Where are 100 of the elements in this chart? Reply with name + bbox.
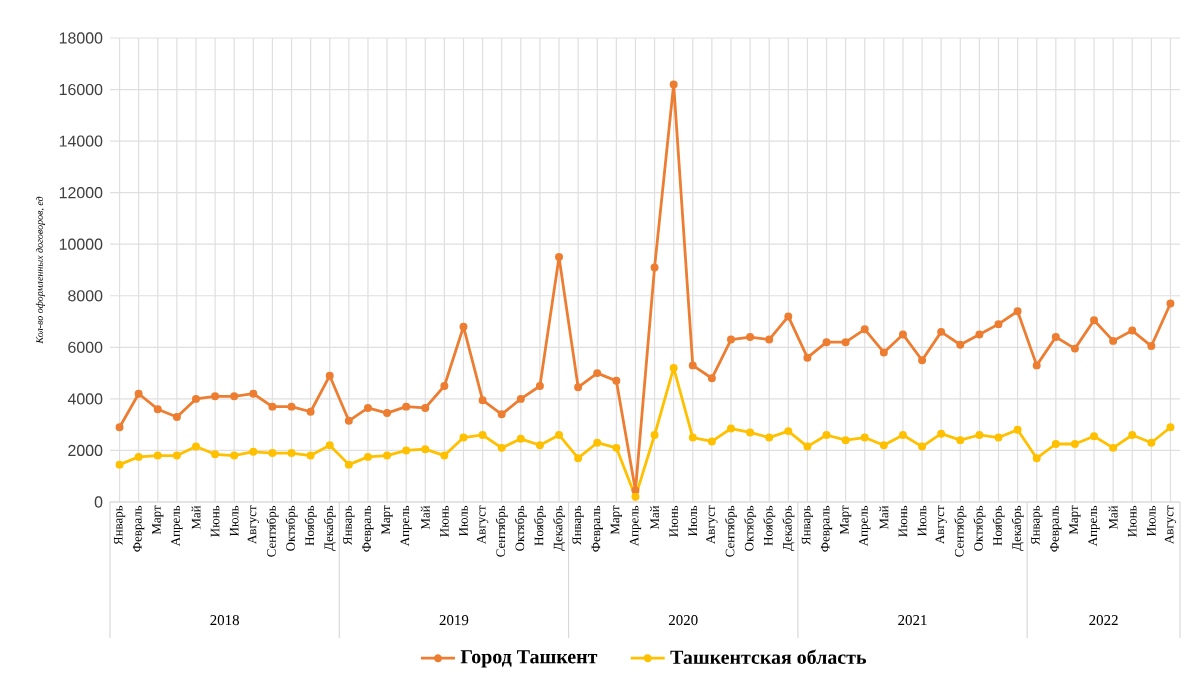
point (134, 452, 143, 461)
point (478, 430, 487, 439)
point (115, 423, 124, 432)
point (707, 374, 716, 383)
point (631, 492, 640, 501)
point (937, 327, 946, 336)
point (956, 340, 965, 349)
point (841, 436, 850, 445)
point (211, 392, 220, 401)
point (1013, 307, 1022, 316)
point (994, 433, 1003, 442)
point (765, 335, 774, 344)
point (1128, 430, 1137, 439)
point (134, 389, 143, 398)
point (230, 451, 239, 460)
point (1032, 454, 1041, 463)
point (898, 330, 907, 339)
point (593, 369, 602, 378)
point (344, 416, 353, 425)
point (306, 407, 315, 416)
point (344, 460, 353, 469)
point (898, 430, 907, 439)
point (516, 434, 525, 443)
point (784, 427, 793, 436)
point (1013, 425, 1022, 434)
point (268, 449, 277, 458)
point (459, 322, 468, 331)
point (669, 80, 678, 89)
point (325, 441, 334, 450)
point (937, 429, 946, 438)
point (688, 361, 697, 370)
point (860, 325, 869, 334)
point (879, 441, 888, 450)
point (593, 438, 602, 447)
point (153, 405, 162, 414)
point (172, 412, 181, 421)
point (975, 430, 984, 439)
point (249, 447, 258, 456)
point (325, 371, 334, 380)
point (707, 437, 716, 446)
point (287, 449, 296, 458)
point (402, 402, 411, 411)
point (421, 445, 430, 454)
point (516, 394, 525, 403)
point (478, 396, 487, 405)
point (287, 402, 296, 411)
point (918, 442, 927, 451)
point (421, 403, 430, 412)
point (727, 424, 735, 433)
point (1166, 423, 1175, 432)
point (841, 338, 850, 347)
point (822, 338, 831, 347)
point (402, 446, 411, 455)
legend-label: Ташкентская область (670, 649, 867, 665)
point (1051, 440, 1060, 448)
point (650, 263, 659, 272)
point (1109, 336, 1118, 345)
point (746, 333, 755, 342)
point (306, 451, 315, 460)
point (784, 312, 793, 321)
point (803, 353, 812, 362)
point (1147, 438, 1156, 447)
point (1070, 440, 1079, 448)
point (975, 330, 984, 339)
point (688, 433, 697, 442)
point (1090, 432, 1099, 441)
point (746, 428, 755, 437)
point (822, 430, 831, 439)
point (1051, 333, 1060, 342)
point (1109, 443, 1118, 452)
point (803, 442, 812, 451)
point (363, 403, 372, 412)
point (1090, 316, 1099, 325)
point (860, 433, 869, 442)
point (535, 441, 544, 450)
point (268, 402, 277, 411)
point (230, 392, 239, 401)
point (172, 451, 181, 460)
point (1147, 342, 1156, 351)
point (211, 450, 220, 459)
point (612, 443, 621, 452)
legend-label: Город Ташкент (460, 650, 598, 668)
point (440, 382, 449, 390)
point (555, 253, 564, 262)
point (574, 454, 583, 463)
point (612, 376, 621, 385)
point (383, 409, 392, 418)
point (497, 443, 506, 452)
point (249, 389, 258, 398)
point (459, 433, 468, 442)
point (363, 452, 372, 461)
point (1128, 326, 1137, 335)
point (191, 442, 200, 451)
point (497, 410, 506, 419)
point (115, 460, 124, 469)
point (1166, 299, 1175, 308)
point (994, 320, 1003, 329)
point (879, 348, 888, 357)
point (383, 451, 392, 460)
point (555, 430, 564, 439)
